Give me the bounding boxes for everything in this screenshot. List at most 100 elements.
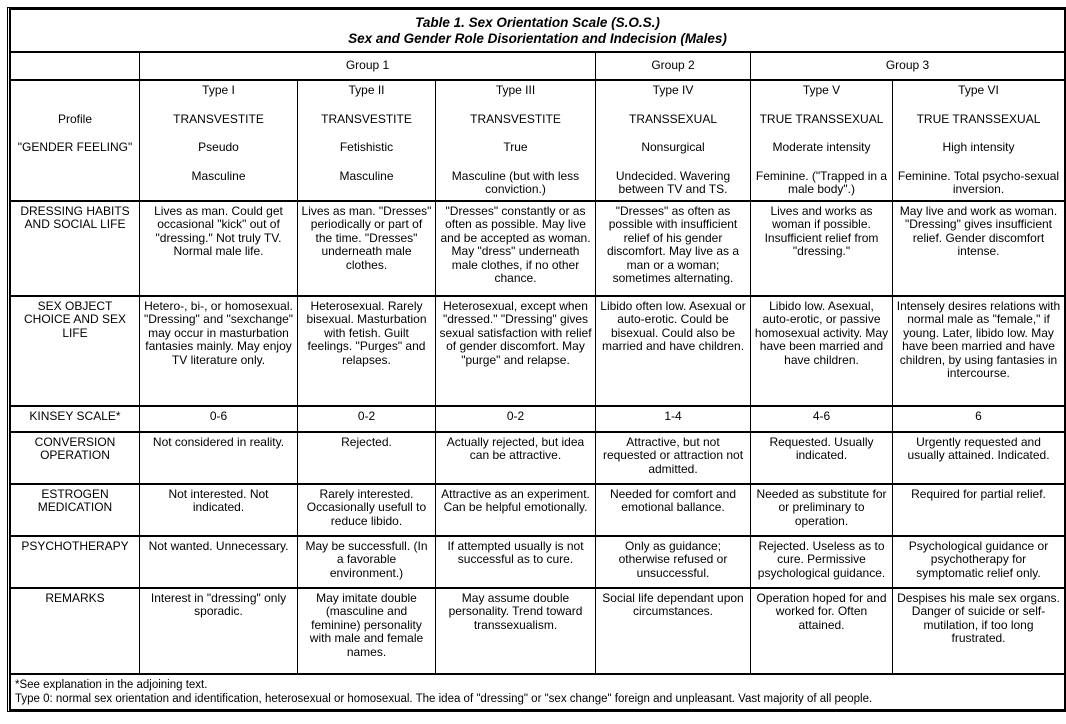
row-cell-type-2: 0-2	[297, 404, 436, 432]
profile-kind: Moderate intensity	[772, 140, 871, 154]
profile-feeling: Undecided. Wavering between TV and TS.	[615, 168, 731, 196]
table-title: Table 1. Sex Orientation Scale (S.O.S.)	[415, 15, 660, 30]
table-row: KINSEY SCALE* 0-6 0-2 0-2 1-4 4-6 6	[10, 404, 1065, 432]
profile-feeling: Feminine. ("Trapped in a male body".)	[755, 168, 888, 196]
profile-label-cell: Profile "GENDER FEELING"	[10, 79, 140, 201]
footnotes: *See explanation in the adjoining text. …	[10, 672, 1065, 710]
row-cell-type-1: Lives as man. Could get occasional "kick…	[139, 199, 298, 296]
profile-type: Type IV	[652, 83, 694, 97]
row-cell-type-6: May live and work as woman. "Dressing" g…	[892, 199, 1065, 296]
row-cell-type-4: Social life dependant upon circumstances…	[595, 586, 751, 674]
footnote-type-0: Type 0: normal sex orientation and ident…	[15, 692, 873, 705]
row-cell-type-5: Lives and works as woman if possible. In…	[750, 199, 893, 296]
gender-feeling-label: "GENDER FEELING"	[17, 140, 133, 154]
row-cell-type-5: Operation hoped for and worked for. Ofte…	[750, 586, 893, 674]
row-cell-type-6: 6	[892, 404, 1065, 432]
row-cell-type-6: Required for partial relief.	[892, 482, 1065, 536]
row-label: PSYCHOTHERAPY	[10, 534, 140, 588]
profile-type: Type VI	[958, 83, 999, 97]
sos-table-container: Table 1. Sex Orientation Scale (S.O.S.) …	[7, 7, 1066, 712]
row-cell-type-2: Rarely interested. Occasionally usefull …	[297, 482, 436, 536]
row-cell-type-3: If attempted usually is not successful a…	[435, 534, 596, 588]
row-cell-type-1: Not considered in reality.	[139, 430, 298, 484]
row-cell-type-4: Attractive, but not requested or attract…	[595, 430, 751, 484]
group-1-header: Group 1	[139, 51, 596, 81]
row-cell-type-2: May be successfull. (In a favorable envi…	[297, 534, 436, 588]
profile-type: Type III	[495, 83, 536, 97]
row-label: REMARKS	[10, 586, 140, 674]
profile-feeling: Masculine	[339, 168, 394, 183]
profile-name: TRANSVESTITE	[173, 111, 264, 126]
row-cell-type-6: Intensely desires relations with normal …	[892, 294, 1065, 406]
table-row: CONVERSION OPERATION Not considered in re…	[10, 430, 1065, 484]
row-cell-type-2: May imitate double (masculine and femini…	[297, 586, 436, 674]
profile-name: TRANSSEXUAL	[628, 111, 718, 126]
profile-label: Profile	[57, 111, 92, 126]
profile-kind: Fetishistic	[339, 140, 394, 154]
profile-feeling: Masculine (but with less conviction.)	[451, 168, 580, 196]
row-cell-type-6: Despises his male sex organs. Danger of …	[892, 586, 1065, 674]
profile-cell-type-3: Type III TRANSVESTITE True Masculine (but w…	[435, 79, 596, 201]
row-cell-type-6: Urgently requested and usually attained.…	[892, 430, 1065, 484]
profile-type: Type II	[348, 83, 385, 97]
row-cell-type-5: 4-6	[750, 404, 893, 432]
table-row: ESTROGEN MEDICATION Not interested. Not i…	[10, 482, 1065, 536]
row-cell-type-2: Heterosexual. Rarely bisexual. Masturbat…	[297, 294, 436, 406]
table-row: DRESSING HABITS AND SOCIAL LIFE Lives as …	[10, 199, 1065, 296]
profile-name: TRUE TRANSSEXUAL	[916, 111, 1041, 126]
row-cell-type-3: Actually rejected, but idea can be attra…	[435, 430, 596, 484]
table-subtitle: Sex and Gender Role Disorientation and I…	[348, 31, 727, 46]
row-cell-type-3: May assume double personality. Trend tow…	[435, 586, 596, 674]
profile-kind: Nonsurgical	[641, 140, 705, 154]
row-cell-type-3: Heterosexual, except when "dressed." "Dr…	[435, 294, 596, 406]
profile-name: TRUE TRANSSEXUAL	[759, 111, 884, 126]
profile-kind: True	[503, 140, 528, 154]
table-row: SEX OBJECT CHOICE AND SEX LIFE Hetero-, b…	[10, 294, 1065, 406]
row-label: KINSEY SCALE*	[10, 404, 140, 432]
footnote-kinsey: *See explanation in the adjoining text.	[15, 678, 208, 691]
row-cell-type-1: Hetero-, bi-, or homosexual. "Dressing" …	[139, 294, 298, 406]
row-cell-type-1: 0-6	[139, 404, 298, 432]
group-3-header: Group 3	[750, 51, 1065, 81]
profile-feeling: Feminine. Total psycho-sexual inversion.	[897, 168, 1060, 196]
profile-kind: High intensity	[942, 140, 1015, 154]
profile-cell-type-4: Type IV TRANSSEXUAL Nonsurgical Undecided. …	[595, 79, 751, 201]
row-cell-type-3: 0-2	[435, 404, 596, 432]
profile-type: Type V	[802, 83, 841, 97]
profile-cell-type-6: Type VI TRUE TRANSSEXUAL High intensity Fem…	[892, 79, 1065, 201]
row-cell-type-5: Rejected. Useless as to cure. Permissive…	[750, 534, 893, 588]
row-label: ESTROGEN MEDICATION	[10, 482, 140, 536]
row-cell-type-2: Rejected.	[297, 430, 436, 484]
profile-cell-type-1: Type I TRANSVESTITE Pseudo Masculine	[139, 79, 298, 201]
profile-feeling: Masculine	[191, 168, 246, 183]
row-label: CONVERSION OPERATION	[10, 430, 140, 484]
row-label: SEX OBJECT CHOICE AND SEX LIFE	[10, 294, 140, 406]
profile-name: TRANSVESTITE	[470, 111, 561, 126]
group-header-row: Group 1 Group 2 Group 3	[10, 51, 1065, 81]
profile-cell-type-2: Type II TRANSVESTITE Fetishistic Masculine	[297, 79, 436, 201]
row-cell-type-2: Lives as man. "Dresses" periodically or …	[297, 199, 436, 296]
profile-kind: Pseudo	[198, 140, 239, 154]
row-cell-type-4: "Dresses" as often as possible with insu…	[595, 199, 751, 296]
row-cell-type-3: Attractive as an experiment. Can be help…	[435, 482, 596, 536]
row-cell-type-5: Requested. Usually indicated.	[750, 430, 893, 484]
row-cell-type-4: Only as guidance; otherwise refused or u…	[595, 534, 751, 588]
table-title-cell: Table 1. Sex Orientation Scale (S.O.S.) …	[10, 9, 1065, 53]
row-cell-type-1: Not wanted. Unnecessary.	[139, 534, 298, 588]
table-row: PSYCHOTHERAPY Not wanted. Unnecessary. May…	[10, 534, 1065, 588]
table-row: REMARKS Interest in "dressing" only spora…	[10, 586, 1065, 674]
profile-type: Type I	[202, 83, 235, 97]
row-label: DRESSING HABITS AND SOCIAL LIFE	[10, 199, 140, 296]
row-cell-type-5: Libido low. Asexual, auto-erotic, or pas…	[750, 294, 893, 406]
row-cell-type-4: Libido often low. Asexual or auto-erotic…	[595, 294, 751, 406]
row-cell-type-6: Psychological guidance or psychotherapy …	[892, 534, 1065, 588]
row-cell-type-1: Not interested. Not indicated.	[139, 482, 298, 536]
row-cell-type-5: Needed as substitute for or preliminary …	[750, 482, 893, 536]
row-cell-type-4: 1-4	[595, 404, 751, 432]
empty-header-cell	[10, 51, 140, 81]
profile-cell-type-5: Type V TRUE TRANSSEXUAL Moderate intensity…	[750, 79, 893, 201]
row-cell-type-1: Interest in "dressing" only sporadic.	[139, 586, 298, 674]
group-2-header: Group 2	[595, 51, 751, 81]
row-cell-type-4: Needed for comfort and emotional ballanc…	[595, 482, 751, 536]
profile-row: Profile "GENDER FEELING" Type I TRANSVEST…	[10, 79, 1065, 201]
